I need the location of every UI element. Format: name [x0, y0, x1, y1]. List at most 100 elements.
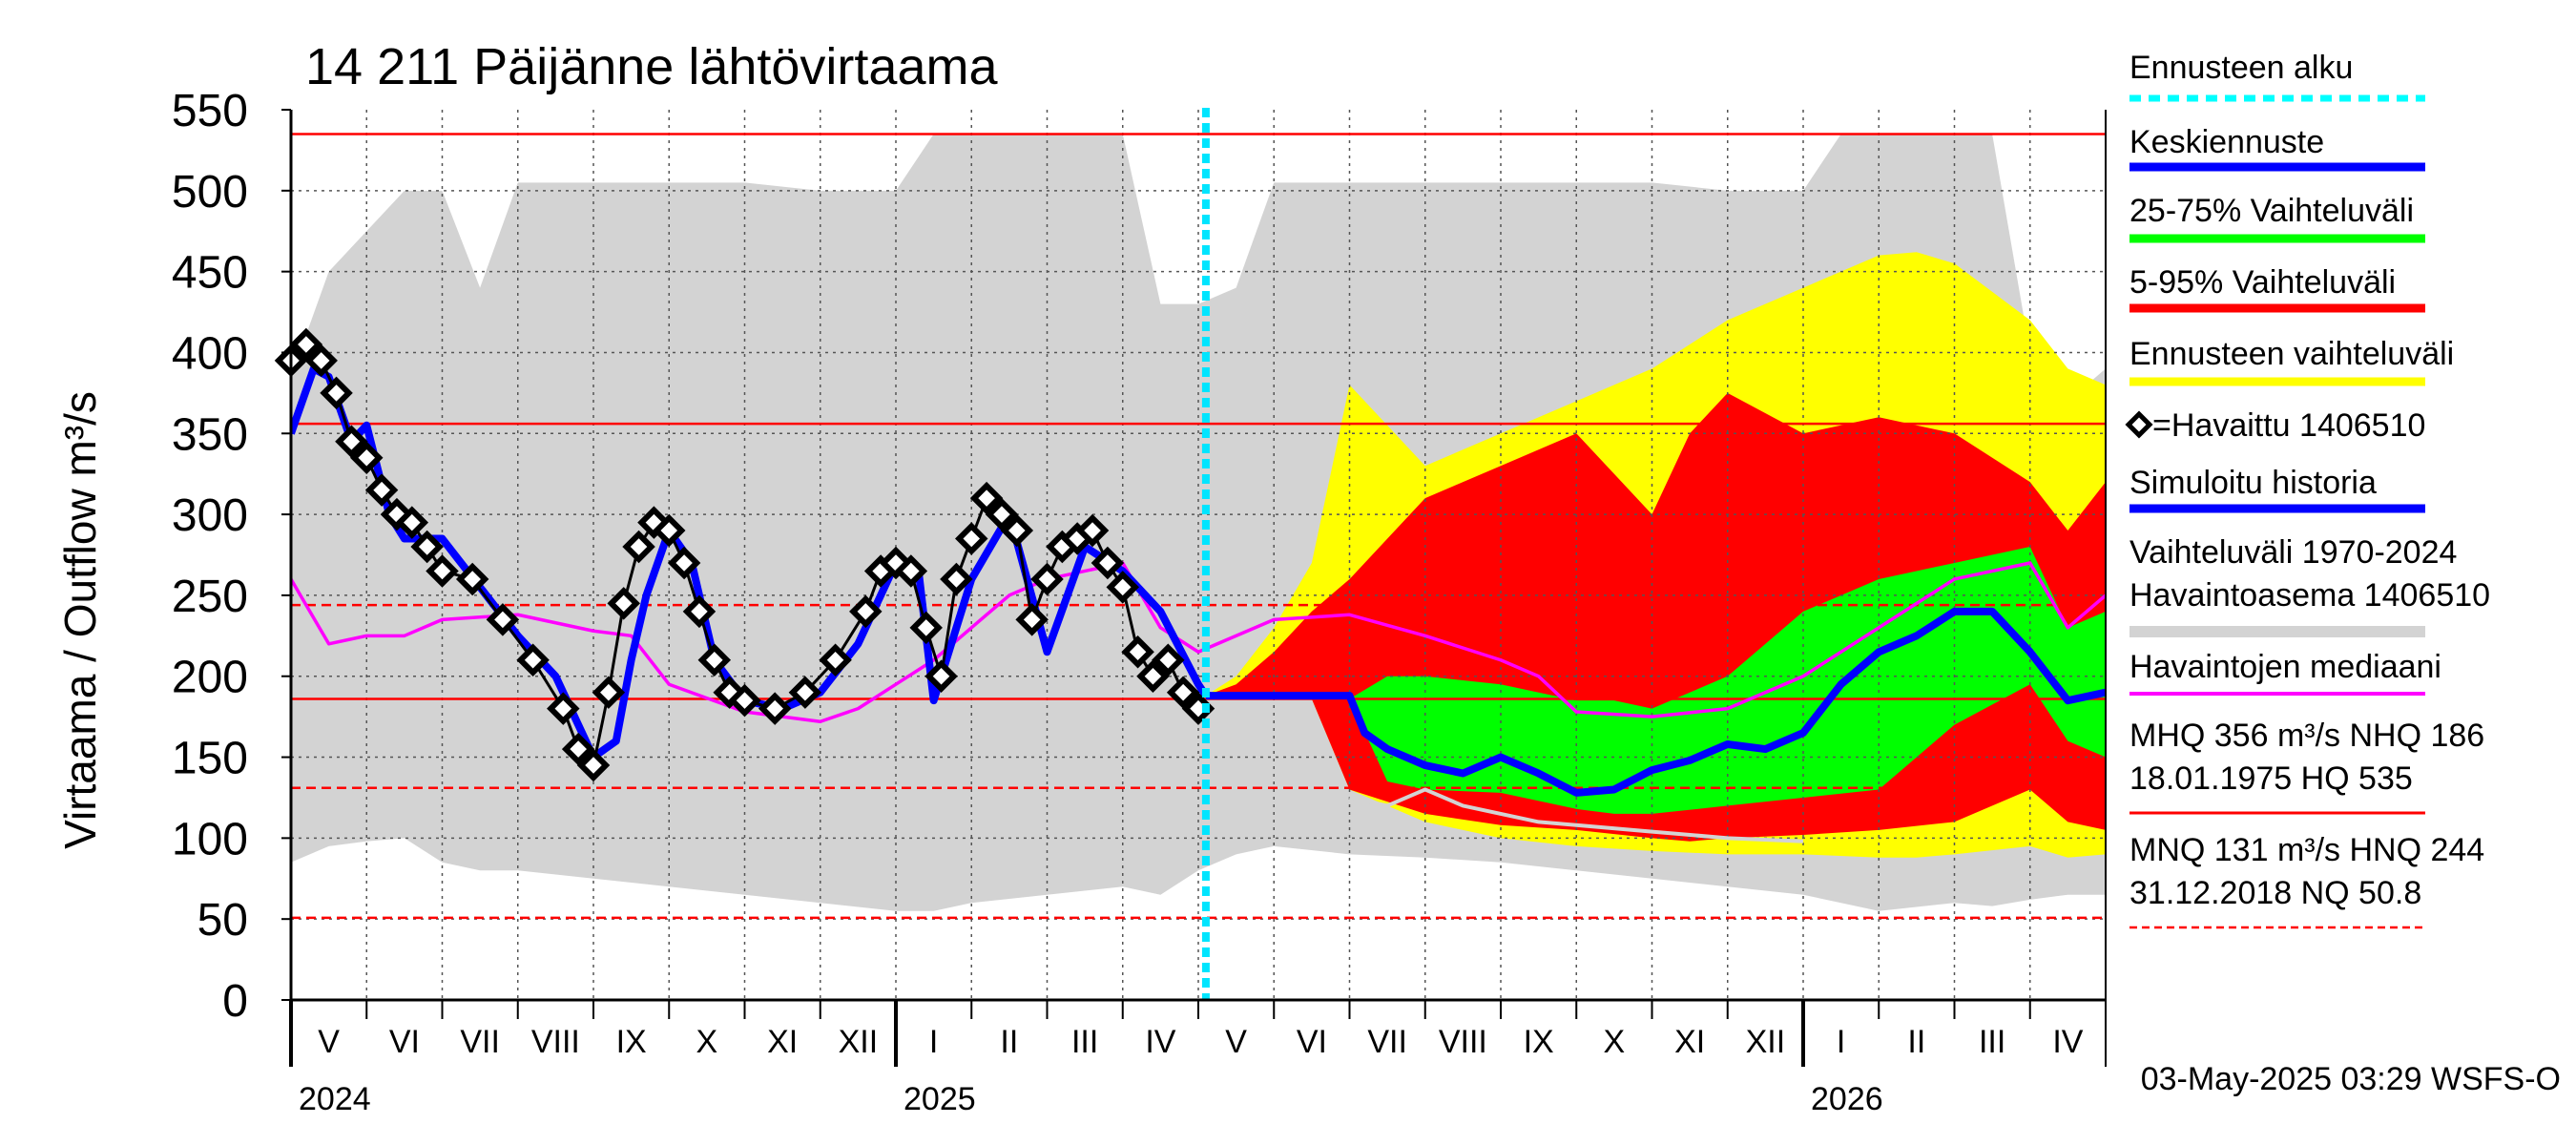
month-label: III — [1979, 1024, 2005, 1060]
chart-title: 14 211 Päijänne lähtövirtaama — [305, 38, 998, 95]
y-axis-label: Virtaama / Outflow m³/s — [55, 391, 105, 849]
y-tick-label: 250 — [172, 572, 248, 622]
y-axis-ticks: 0 50 100 150 200 250 300 350 400 450 500 550 — [172, 86, 291, 1027]
legend-label: MHQ 356 m³/s NHQ 186 — [2129, 718, 2484, 754]
observed-point — [819, 643, 852, 677]
observed-point — [909, 611, 943, 645]
month-label: IV — [1145, 1024, 1175, 1060]
observed-point — [486, 603, 520, 636]
observed-point — [1121, 635, 1154, 669]
month-label: XII — [839, 1024, 879, 1060]
observed-point — [1106, 571, 1139, 604]
month-label: I — [929, 1024, 938, 1060]
legend-label: Havaintojen mediaani — [2129, 649, 2441, 685]
observed-point — [592, 676, 626, 709]
series-keskiennuste — [1205, 607, 2106, 797]
month-label: IX — [1524, 1024, 1554, 1060]
month-label: X — [1604, 1024, 1626, 1060]
observed-point — [350, 441, 384, 474]
year-label: 2024 — [299, 1081, 371, 1117]
observed-point — [561, 732, 595, 766]
month-label: II — [1000, 1024, 1018, 1060]
band-25-75-vaihteluv-li — [1205, 547, 2106, 814]
observed-point — [849, 594, 883, 629]
month-label: V — [318, 1024, 340, 1060]
observed-point — [547, 692, 580, 725]
month-label: I — [1837, 1024, 1845, 1060]
legend-label: Ennusteen vaihteluväli — [2129, 336, 2454, 372]
observed-point — [682, 594, 717, 629]
month-label: VII — [460, 1024, 500, 1060]
legend-label: Vaihteluväli 1970-2024 — [2129, 534, 2457, 571]
legend-label: =Havaittu 1406510 — [2152, 407, 2425, 444]
y-tick-label: 100 — [172, 814, 248, 864]
observed-point — [304, 344, 338, 378]
observed-point — [622, 530, 655, 564]
observed-point — [1015, 603, 1049, 636]
observed-point — [576, 748, 611, 782]
observed-point — [985, 497, 1019, 531]
observed-point — [697, 643, 732, 677]
month-label: III — [1071, 1024, 1098, 1060]
y-tick-label: 50 — [197, 895, 248, 946]
legend-label: MNQ 131 m³/s HNQ 244 — [2129, 832, 2484, 868]
legend-marker-observed — [2125, 410, 2153, 439]
y-tick-label: 300 — [172, 490, 248, 541]
y-tick-label: 450 — [172, 248, 248, 299]
observed-point — [1091, 546, 1125, 580]
observed-point — [607, 587, 640, 620]
y-tick-label: 550 — [172, 86, 248, 136]
observed-point — [335, 425, 368, 458]
month-label: VII — [1367, 1024, 1407, 1060]
observed-point — [653, 513, 686, 548]
month-label: X — [696, 1024, 718, 1060]
legend-label: Simuloitu historia — [2129, 465, 2377, 501]
legend-label-line2: 18.01.1975 HQ 535 — [2129, 760, 2413, 797]
observed-point — [289, 327, 323, 362]
observed-point — [667, 546, 701, 580]
observed-point — [788, 676, 822, 709]
legend-label-line2: Havaintoasema 1406510 — [2129, 577, 2490, 614]
legend-label: 25-75% Vaihteluväli — [2129, 193, 2414, 229]
x-axis-ticks: V VI VII VIII IX X XI XII I II III IV V VI VII VIII IX X X… — [289, 1000, 2107, 1117]
observed-point — [1000, 513, 1034, 548]
observed-point — [364, 473, 399, 507]
legend-label: Ennusteen alku — [2129, 50, 2353, 86]
observed-point — [426, 554, 459, 588]
observed-point — [320, 376, 353, 410]
month-label: II — [1907, 1024, 1925, 1060]
timestamp-footer: 03-May-2025 03:29 WSFS-O — [2141, 1061, 2561, 1097]
observed-point — [1166, 676, 1200, 709]
y-tick-label: 500 — [172, 167, 248, 218]
observed-point — [728, 683, 761, 718]
observed-point — [969, 481, 1004, 515]
month-label: VI — [389, 1024, 420, 1060]
legend-label-line2: 31.12.2018 NQ 50.8 — [2129, 875, 2421, 911]
observed-point — [1152, 643, 1185, 677]
month-label: XII — [1746, 1024, 1786, 1060]
observed-point — [924, 659, 958, 693]
y-tick-label: 350 — [172, 409, 248, 460]
series-simuloitu-historia-ennusteajalta — [1349, 787, 1804, 843]
month-label: VIII — [531, 1024, 580, 1060]
observed-point — [1136, 659, 1170, 693]
month-label: IV — [2052, 1024, 2083, 1060]
y-tick-label: 0 — [222, 976, 248, 1027]
observed-point — [940, 562, 973, 596]
series-havaintojen-mediaani — [291, 561, 2106, 723]
observed-point — [1030, 562, 1064, 596]
legend: Ennusteen alku Keskiennuste 25-75% Vaihtel… — [2125, 50, 2490, 929]
month-label: VI — [1297, 1024, 1327, 1060]
y-tick-label: 400 — [172, 328, 248, 379]
observed-point — [395, 506, 429, 539]
observed-point — [455, 562, 489, 596]
legend-label: 5-95% Vaihteluväli — [2129, 264, 2396, 301]
y-tick-label: 150 — [172, 734, 248, 784]
observed-point — [894, 554, 928, 588]
legend-label: Keskiennuste — [2129, 124, 2324, 160]
observed-point — [955, 522, 988, 555]
month-label: XI — [1674, 1024, 1705, 1060]
year-label: 2026 — [1811, 1081, 1883, 1117]
observed-point — [410, 530, 444, 564]
